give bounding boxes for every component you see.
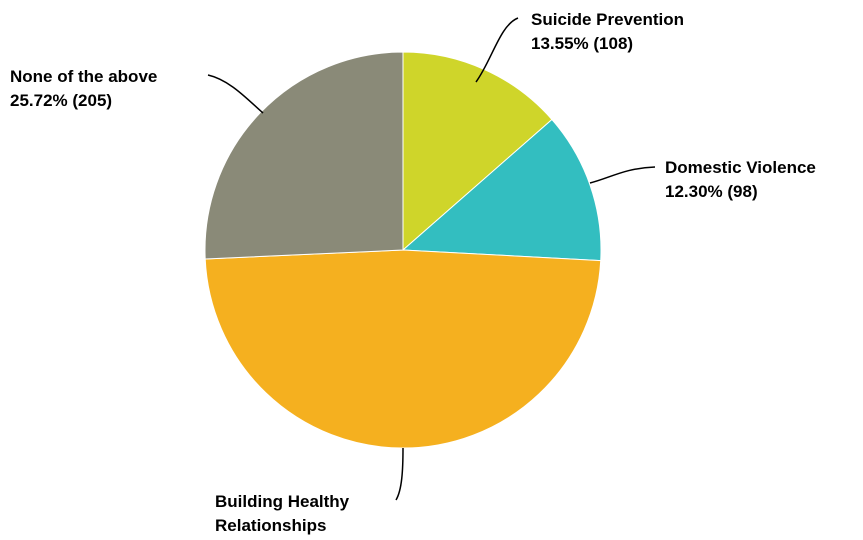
leader-line-building-healthy-relationships [395,447,404,501]
value-suicide-prevention: 13.55% (108) [531,34,633,53]
pie-slice-suicide-prevention [402,51,553,252]
pie-slice-domestic-violence [401,118,602,262]
pie-slice-none-of-the-above [204,51,404,260]
label-none-of-the-above: None of the above [10,67,157,86]
label-building-healthy-relationships-line1: Building Healthy [215,492,350,511]
leader-line-suicide-prevention [475,17,519,83]
label-domestic-violence: Domestic Violence [665,158,816,177]
leader-line-domestic-violence [589,166,656,184]
value-domestic-violence: 12.30% (98) [665,182,758,201]
value-none-of-the-above: 25.72% (205) [10,91,112,110]
label-building-healthy-relationships-line2: Relationships [215,516,326,535]
pie-slices [204,51,602,449]
leader-line-none-of-the-above [207,74,264,114]
pie-slice-building-healthy-relationships [204,249,602,449]
label-suicide-prevention: Suicide Prevention [531,10,684,29]
